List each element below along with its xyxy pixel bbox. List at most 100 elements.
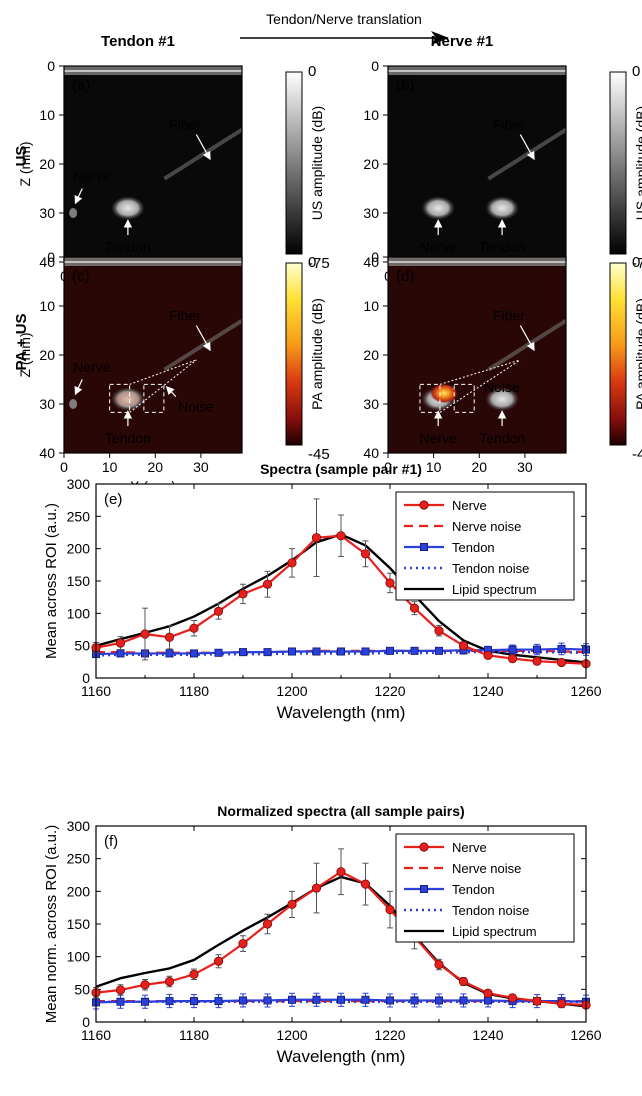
row-label-us: US (13, 146, 30, 167)
data-point (434, 626, 444, 636)
data-point (164, 632, 175, 642)
nerve-blob (69, 399, 78, 409)
annotation-fiber: Fiber (169, 308, 201, 324)
x-tick-label: 1180 (179, 1027, 209, 1043)
panel-label: (f) (104, 833, 118, 850)
z-tick-label: 10 (363, 107, 379, 123)
z-tick-label: 0 (371, 249, 379, 265)
chart-title: Spectra (sample pair #1) (260, 461, 422, 477)
tendon-blob (485, 196, 520, 221)
x-tick-label: 20 (147, 459, 163, 475)
annotation-tendon: Tendon (479, 430, 525, 446)
colorbar (609, 262, 627, 446)
x-tick-label: 1160 (81, 683, 111, 699)
x-tick-label: 1160 (81, 1027, 111, 1043)
legend-item: Lipid spectrum (404, 582, 537, 597)
data-point (238, 648, 247, 657)
y-tick-label: 300 (67, 476, 91, 492)
legend-label: Tendon (452, 882, 495, 897)
panel-label: (a) (72, 77, 90, 94)
legend-marker (419, 543, 428, 552)
data-point (312, 647, 321, 656)
data-point (312, 995, 321, 1004)
data-point (336, 995, 345, 1004)
annotation-arrow (74, 188, 83, 205)
data-point (238, 589, 248, 599)
data-point (213, 956, 224, 966)
panel-label: (b) (396, 77, 414, 94)
y-tick-label: 200 (67, 883, 91, 899)
z-tick-label: 30 (363, 205, 379, 221)
image-panel-a: (a)FiberNerveTendon0102030400102030Z (mm… (17, 58, 330, 284)
z-tick-label: 10 (39, 107, 55, 123)
data-point (434, 959, 444, 970)
data-point (287, 647, 296, 656)
annotation-arrow (519, 134, 535, 161)
x-tick-label: 1240 (472, 1027, 503, 1043)
fiber-ray (439, 359, 521, 413)
surface-line (388, 261, 566, 263)
annotation-fiber: Fiber (493, 117, 525, 133)
data-point (116, 649, 125, 658)
colorbar (609, 71, 627, 255)
x-axis-label: Wavelength (nm) (277, 703, 406, 722)
legend-item: Tendon noise (404, 903, 529, 918)
legend-item: Tendon noise (404, 561, 529, 576)
data-point (508, 645, 517, 654)
data-point (361, 995, 370, 1004)
z-tick-label: 0 (47, 58, 55, 74)
data-point (556, 999, 567, 1009)
z-tick-label: 40 (39, 445, 55, 461)
x-tick-label: 0 (384, 459, 392, 475)
colorbar-max: 0 (632, 254, 640, 271)
data-point (140, 980, 150, 990)
panel-background (64, 257, 242, 453)
y-tick-label: 0 (82, 670, 90, 686)
pa-signal-blob (115, 392, 140, 407)
data-point (262, 579, 273, 589)
data-point (410, 646, 419, 655)
series-tendon-noise (95, 650, 587, 657)
series-line (95, 650, 587, 657)
data-point (507, 993, 518, 1003)
z-tick-label: 40 (39, 254, 55, 270)
y-tick-label: 100 (67, 605, 91, 621)
data-point (189, 969, 199, 979)
annotation-arrow (74, 379, 83, 396)
x-tick-label: 20 (471, 459, 487, 475)
legend-label: Tendon (452, 540, 495, 555)
legend-label: Tendon noise (452, 561, 529, 576)
data-point (459, 996, 468, 1005)
translation-label: Tendon/Nerve translation (266, 11, 422, 27)
data-point (361, 647, 370, 656)
legend-label: Nerve noise (452, 861, 521, 876)
data-point (287, 558, 297, 568)
x-tick-label: 30 (517, 459, 533, 475)
legend-label: Nerve (452, 498, 487, 513)
pa-signal-blob (428, 384, 457, 405)
image-panel-b: (b)FiberNerveTendon01020304001020300-75U… (363, 58, 642, 284)
series-nerve (91, 498, 591, 669)
colorbar (285, 262, 303, 446)
colorbar-label: PA amplitude (dB) (633, 298, 642, 410)
legend-label: Tendon noise (452, 903, 529, 918)
legend: Nerve Nerve noise Tendon Tendon noise Lipid … (395, 833, 575, 943)
z-tick-label: 20 (39, 156, 55, 172)
panel-label: (c) (72, 268, 90, 285)
annotation-nerve: Nerve (73, 168, 111, 184)
colorbar-min: -45 (308, 446, 330, 463)
data-point (189, 623, 199, 633)
annotation-fiber: Fiber (493, 308, 525, 324)
tendon-blob (485, 387, 520, 412)
data-point (287, 995, 296, 1004)
data-point (115, 985, 126, 995)
x-tick-label: 1240 (472, 683, 503, 699)
data-point (434, 996, 443, 1005)
data-point (533, 645, 542, 654)
z-axis-label: Z (mm) (17, 332, 33, 377)
chart-f: Normalized spectra (all sample pairs) 0 50… (43, 803, 602, 1066)
data-point (140, 997, 149, 1006)
data-point (214, 648, 223, 657)
colorbar-label: US amplitude (dB) (309, 106, 325, 220)
